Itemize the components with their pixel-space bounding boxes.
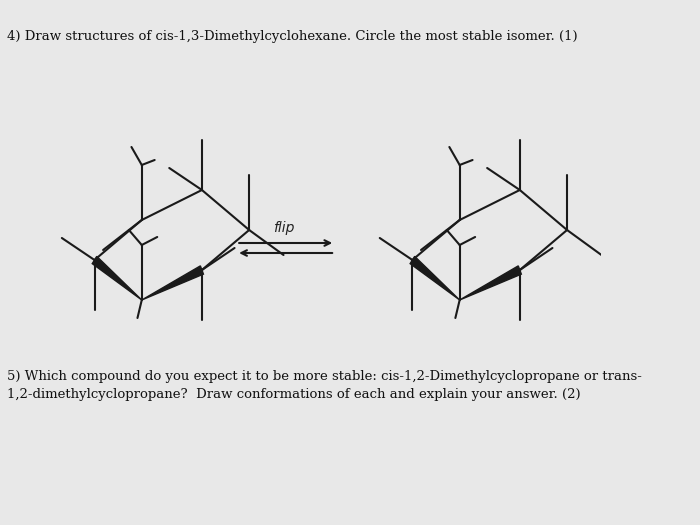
- Polygon shape: [92, 256, 142, 300]
- Polygon shape: [142, 266, 204, 300]
- Polygon shape: [460, 266, 522, 300]
- Text: 4) Draw structures of cis-1,3-Dimethylcyclohexane. Circle the most stable isomer: 4) Draw structures of cis-1,3-Dimethylcy…: [7, 30, 578, 43]
- Polygon shape: [410, 256, 460, 300]
- Text: flip: flip: [273, 221, 294, 235]
- Text: 5) Which compound do you expect it to be more stable: cis-1,2-Dimethylcyclopropa: 5) Which compound do you expect it to be…: [7, 370, 642, 401]
